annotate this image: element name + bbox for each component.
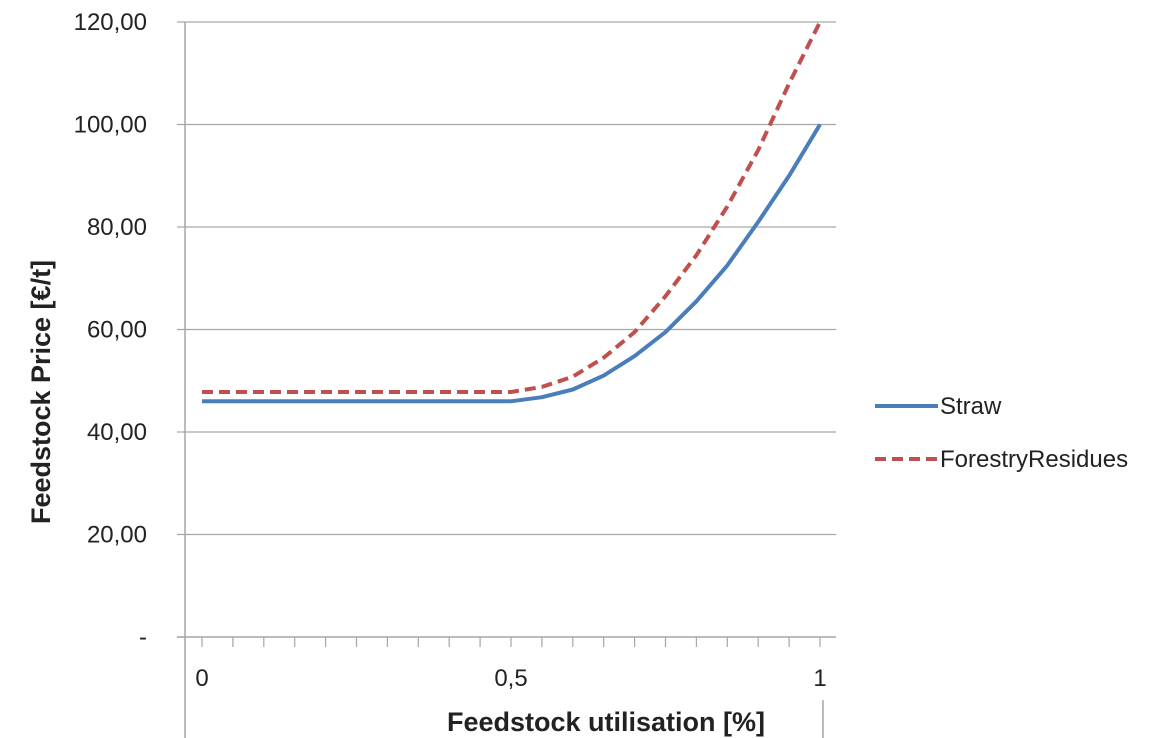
x-tick-labels: 0 0,5 1 [195, 665, 826, 692]
legend: Straw ForestryResidues [875, 393, 1128, 473]
y-tick-label: 60,00 [87, 317, 147, 344]
gridlines [177, 22, 836, 637]
y-tick-label: 20,00 [87, 522, 147, 549]
y-tick-labels: - 20,00 40,00 60,00 80,00 100,00 120,00 [74, 9, 147, 651]
legend-label-straw: Straw [940, 393, 1002, 420]
axes [177, 22, 836, 738]
y-tick-label: 80,00 [87, 214, 147, 241]
legend-label-forestry-residues: ForestryResidues [940, 446, 1128, 473]
legend-item-forestry-residues: ForestryResidues [875, 446, 1128, 473]
y-tick-label: - [139, 624, 147, 651]
y-axis-title: Feedstock Price [€/t] [26, 260, 56, 524]
y-tick-label: 120,00 [74, 9, 147, 36]
y-tick-label: 40,00 [87, 419, 147, 446]
series-line-straw [202, 125, 820, 402]
legend-item-straw: Straw [875, 393, 1002, 420]
x-minor-ticks [202, 637, 820, 647]
series-line-forestryresidues [202, 22, 820, 392]
y-tick-label: 100,00 [74, 112, 147, 139]
x-tick-label: 0,5 [494, 665, 527, 692]
x-tick-label: 1 [813, 665, 826, 692]
x-tick-label: 0 [195, 665, 208, 692]
series-lines [202, 22, 820, 401]
x-axis-title: Feedstock utilisation [%] [447, 707, 765, 737]
